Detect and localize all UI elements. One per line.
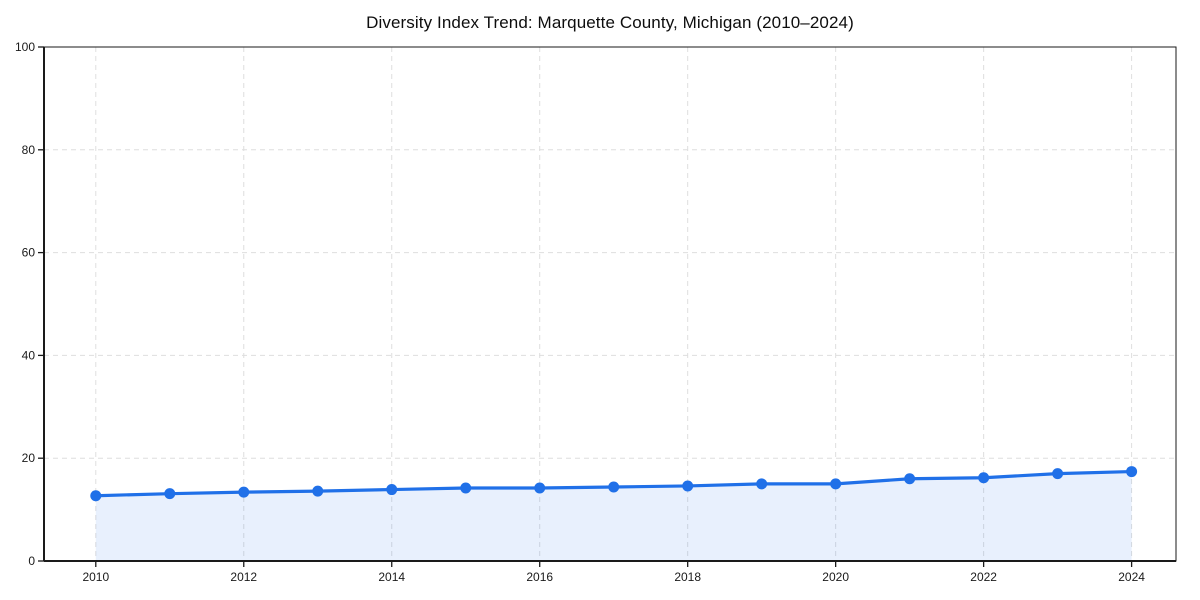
data-point-marker	[978, 472, 990, 484]
data-point-marker	[90, 490, 102, 502]
x-tick-label: 2024	[1118, 570, 1145, 584]
data-point-marker	[904, 473, 916, 485]
data-point-marker	[1052, 468, 1064, 480]
x-tick-label: 2014	[378, 570, 405, 584]
gridlines	[44, 47, 1176, 561]
x-tick-label: 2012	[230, 570, 257, 584]
x-tick-label: 2016	[526, 570, 553, 584]
data-point-marker	[682, 480, 694, 492]
data-point-marker	[756, 478, 768, 490]
y-tick-label: 80	[22, 143, 36, 157]
y-tick-label: 40	[22, 348, 36, 362]
data-point-marker	[164, 488, 176, 500]
series-area-fill	[95, 471, 1132, 561]
data-point-marker	[386, 484, 398, 496]
data-point-marker	[534, 482, 546, 494]
series-markers	[90, 466, 1138, 502]
axis-ticks	[38, 46, 1133, 567]
y-tick-label: 100	[15, 40, 35, 54]
y-tick-label: 20	[22, 451, 36, 465]
x-tick-label: 2020	[822, 570, 849, 584]
x-tick-label: 2018	[674, 570, 701, 584]
data-point-marker	[460, 482, 472, 494]
data-point-marker	[1126, 466, 1138, 478]
axis-tick-labels: 0 20 40 60 80 100 2010 2012 2014 2016 2018 2020 2022…	[15, 40, 1145, 584]
data-point-marker	[830, 478, 842, 490]
y-tick-label: 60	[22, 246, 36, 260]
y-tick-label: 0	[28, 554, 35, 568]
x-tick-label: 2010	[82, 570, 109, 584]
x-tick-label: 2022	[970, 570, 997, 584]
chart-title: Diversity Index Trend: Marquette County,…	[366, 13, 854, 32]
data-point-marker	[312, 485, 324, 497]
data-point-marker	[238, 486, 250, 498]
data-point-marker	[608, 481, 620, 493]
